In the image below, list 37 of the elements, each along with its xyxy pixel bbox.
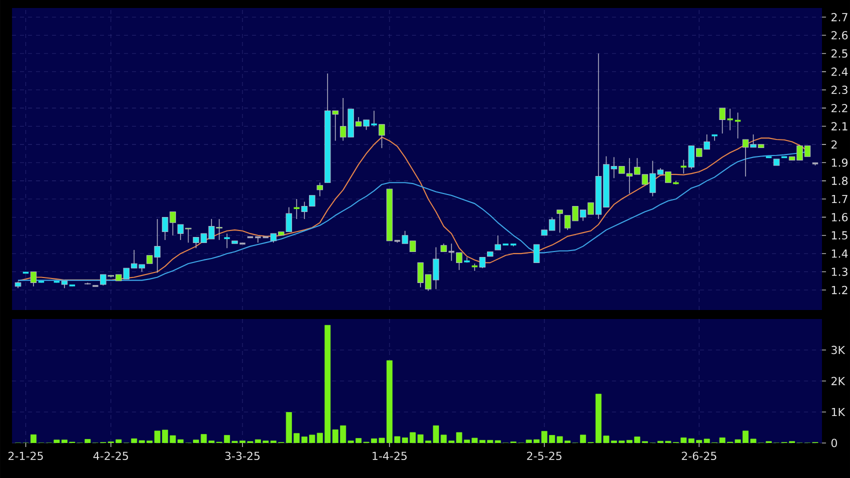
x-tick-label: 4-2-25 bbox=[93, 452, 128, 460]
y-tick-label: 0 bbox=[831, 438, 837, 448]
y-tick-label: 1.6 bbox=[832, 213, 848, 222]
y-tick-label: 2.3 bbox=[832, 86, 848, 94]
candlestick bbox=[378, 124, 385, 148]
candlestick bbox=[556, 210, 563, 234]
y-tick-label: 2.6 bbox=[832, 31, 848, 40]
y-tick-label: 1.7 bbox=[832, 194, 848, 204]
x-tick-label: 1-4-25 bbox=[372, 452, 407, 460]
y-tick-label: 1.8 bbox=[832, 176, 848, 185]
x-tick-label: 3-3-25 bbox=[225, 452, 260, 460]
candlestick bbox=[30, 271, 37, 287]
y-tick-label: 1.3 bbox=[832, 268, 848, 276]
y-tick-label: 1K bbox=[832, 408, 846, 416]
candlestick bbox=[223, 233, 231, 249]
y-tick-label: 3K bbox=[832, 346, 846, 354]
candlestick bbox=[456, 252, 462, 270]
y-tick-label: 1.9 bbox=[832, 158, 848, 167]
candlestick bbox=[316, 182, 323, 197]
y-tick-label: 2 bbox=[832, 140, 837, 149]
candlestick bbox=[533, 244, 540, 263]
y-tick-label: 2.2 bbox=[832, 104, 848, 112]
x-tick-label: 2-6-25 bbox=[682, 452, 716, 460]
y-tick-label: 2.1 bbox=[832, 122, 848, 130]
x-tick-label: 2-5-25 bbox=[527, 452, 562, 460]
y-tick-label: 1.2 bbox=[832, 286, 848, 294]
x-tick-label: 2-1-25 bbox=[8, 452, 43, 460]
y-tick-label: 2.5 bbox=[832, 49, 848, 58]
y-tick-label: 2K bbox=[832, 376, 846, 386]
candlestick bbox=[479, 256, 486, 269]
y-tick-label: 2.4 bbox=[832, 68, 848, 76]
candlestick bbox=[710, 134, 718, 142]
bar bbox=[30, 434, 36, 443]
candlestick bbox=[494, 235, 502, 250]
y-tick-label: 1.4 bbox=[832, 250, 848, 258]
y-tick-label: 2.7 bbox=[832, 12, 848, 22]
y-tick-label: 1.5 bbox=[832, 231, 848, 240]
